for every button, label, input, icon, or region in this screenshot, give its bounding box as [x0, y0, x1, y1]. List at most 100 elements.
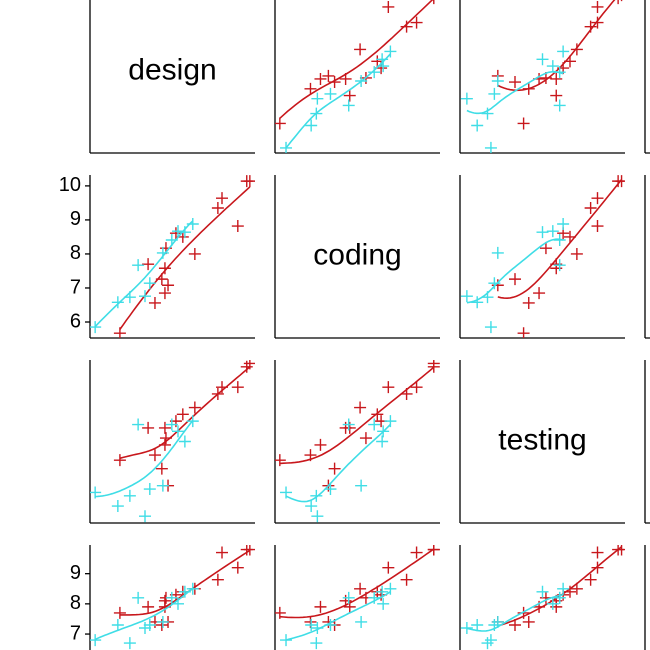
- point: [509, 618, 521, 631]
- point: [216, 381, 228, 394]
- point: [384, 415, 397, 428]
- point: [304, 449, 317, 462]
- point: [216, 546, 228, 559]
- smooth-line: [119, 186, 251, 330]
- point: [158, 438, 171, 451]
- point: [165, 233, 178, 246]
- panel-data: [90, 175, 255, 338]
- point: [231, 381, 244, 394]
- smooth-line: [279, 0, 434, 119]
- point: [591, 561, 604, 574]
- y-tick-label: 9: [70, 208, 81, 230]
- y-tick-label: 6: [70, 310, 81, 332]
- point: [546, 597, 559, 610]
- point: [591, 16, 604, 29]
- point: [178, 226, 191, 239]
- point: [471, 119, 484, 132]
- panel: [459, 545, 625, 650]
- y-tick-label: 8: [70, 242, 81, 264]
- point: [169, 227, 182, 240]
- point: [111, 500, 124, 513]
- point: [382, 0, 395, 13]
- point: [488, 618, 501, 631]
- point: [368, 66, 381, 79]
- panel: [274, 0, 440, 154]
- point: [410, 546, 423, 559]
- point: [243, 175, 255, 188]
- point: [280, 486, 293, 499]
- point: [311, 92, 324, 105]
- point: [570, 43, 583, 56]
- panel: [644, 360, 650, 524]
- point: [354, 401, 367, 414]
- point: [481, 107, 494, 120]
- point: [584, 20, 597, 33]
- point: [243, 360, 255, 370]
- point: [553, 591, 566, 604]
- smooth-line: [466, 593, 564, 632]
- panel: coding: [274, 175, 440, 339]
- point: [354, 43, 367, 56]
- point: [231, 220, 244, 233]
- point: [384, 582, 397, 595]
- point: [368, 591, 381, 604]
- point: [186, 582, 199, 595]
- point: [311, 510, 324, 523]
- point: [132, 418, 145, 431]
- point: [148, 296, 161, 309]
- point: [591, 192, 604, 205]
- point: [376, 53, 389, 66]
- point: [355, 615, 368, 628]
- point: [410, 381, 423, 394]
- smooth-line: [95, 419, 194, 498]
- point: [158, 262, 171, 275]
- point: [484, 141, 497, 153]
- point: [557, 582, 570, 595]
- point: [615, 175, 625, 188]
- point: [322, 69, 335, 82]
- point: [211, 573, 224, 586]
- point: [186, 415, 199, 428]
- smooth-line: [119, 366, 251, 460]
- point: [339, 72, 352, 85]
- variable-label: design: [128, 53, 216, 86]
- smooth-line: [285, 591, 391, 641]
- panel: [644, 175, 650, 339]
- point: [550, 72, 563, 85]
- point: [148, 449, 161, 462]
- point: [376, 585, 389, 598]
- point: [139, 290, 151, 303]
- point: [564, 585, 576, 598]
- point: [564, 230, 576, 243]
- point: [522, 82, 535, 95]
- point: [172, 225, 184, 238]
- point: [314, 72, 327, 85]
- point: [188, 247, 201, 260]
- point: [591, 546, 604, 559]
- point: [162, 279, 175, 292]
- point: [517, 327, 530, 338]
- point: [355, 479, 368, 492]
- point: [564, 55, 576, 68]
- point: [178, 585, 191, 598]
- point: [427, 545, 440, 556]
- point: [557, 45, 570, 58]
- point: [158, 287, 171, 300]
- point: [553, 66, 566, 79]
- variable-label: testing: [498, 423, 586, 456]
- point: [553, 259, 566, 272]
- panel: [459, 175, 625, 339]
- panel-data: [90, 545, 255, 650]
- point: [314, 438, 327, 451]
- point: [371, 408, 384, 421]
- smooth-line: [497, 546, 623, 627]
- point: [536, 53, 549, 66]
- panel: [89, 360, 255, 524]
- point: [280, 634, 293, 647]
- point: [584, 573, 597, 586]
- point: [377, 60, 390, 73]
- panel: [89, 545, 255, 650]
- point: [310, 637, 323, 650]
- point: [90, 634, 102, 647]
- point: [343, 600, 356, 613]
